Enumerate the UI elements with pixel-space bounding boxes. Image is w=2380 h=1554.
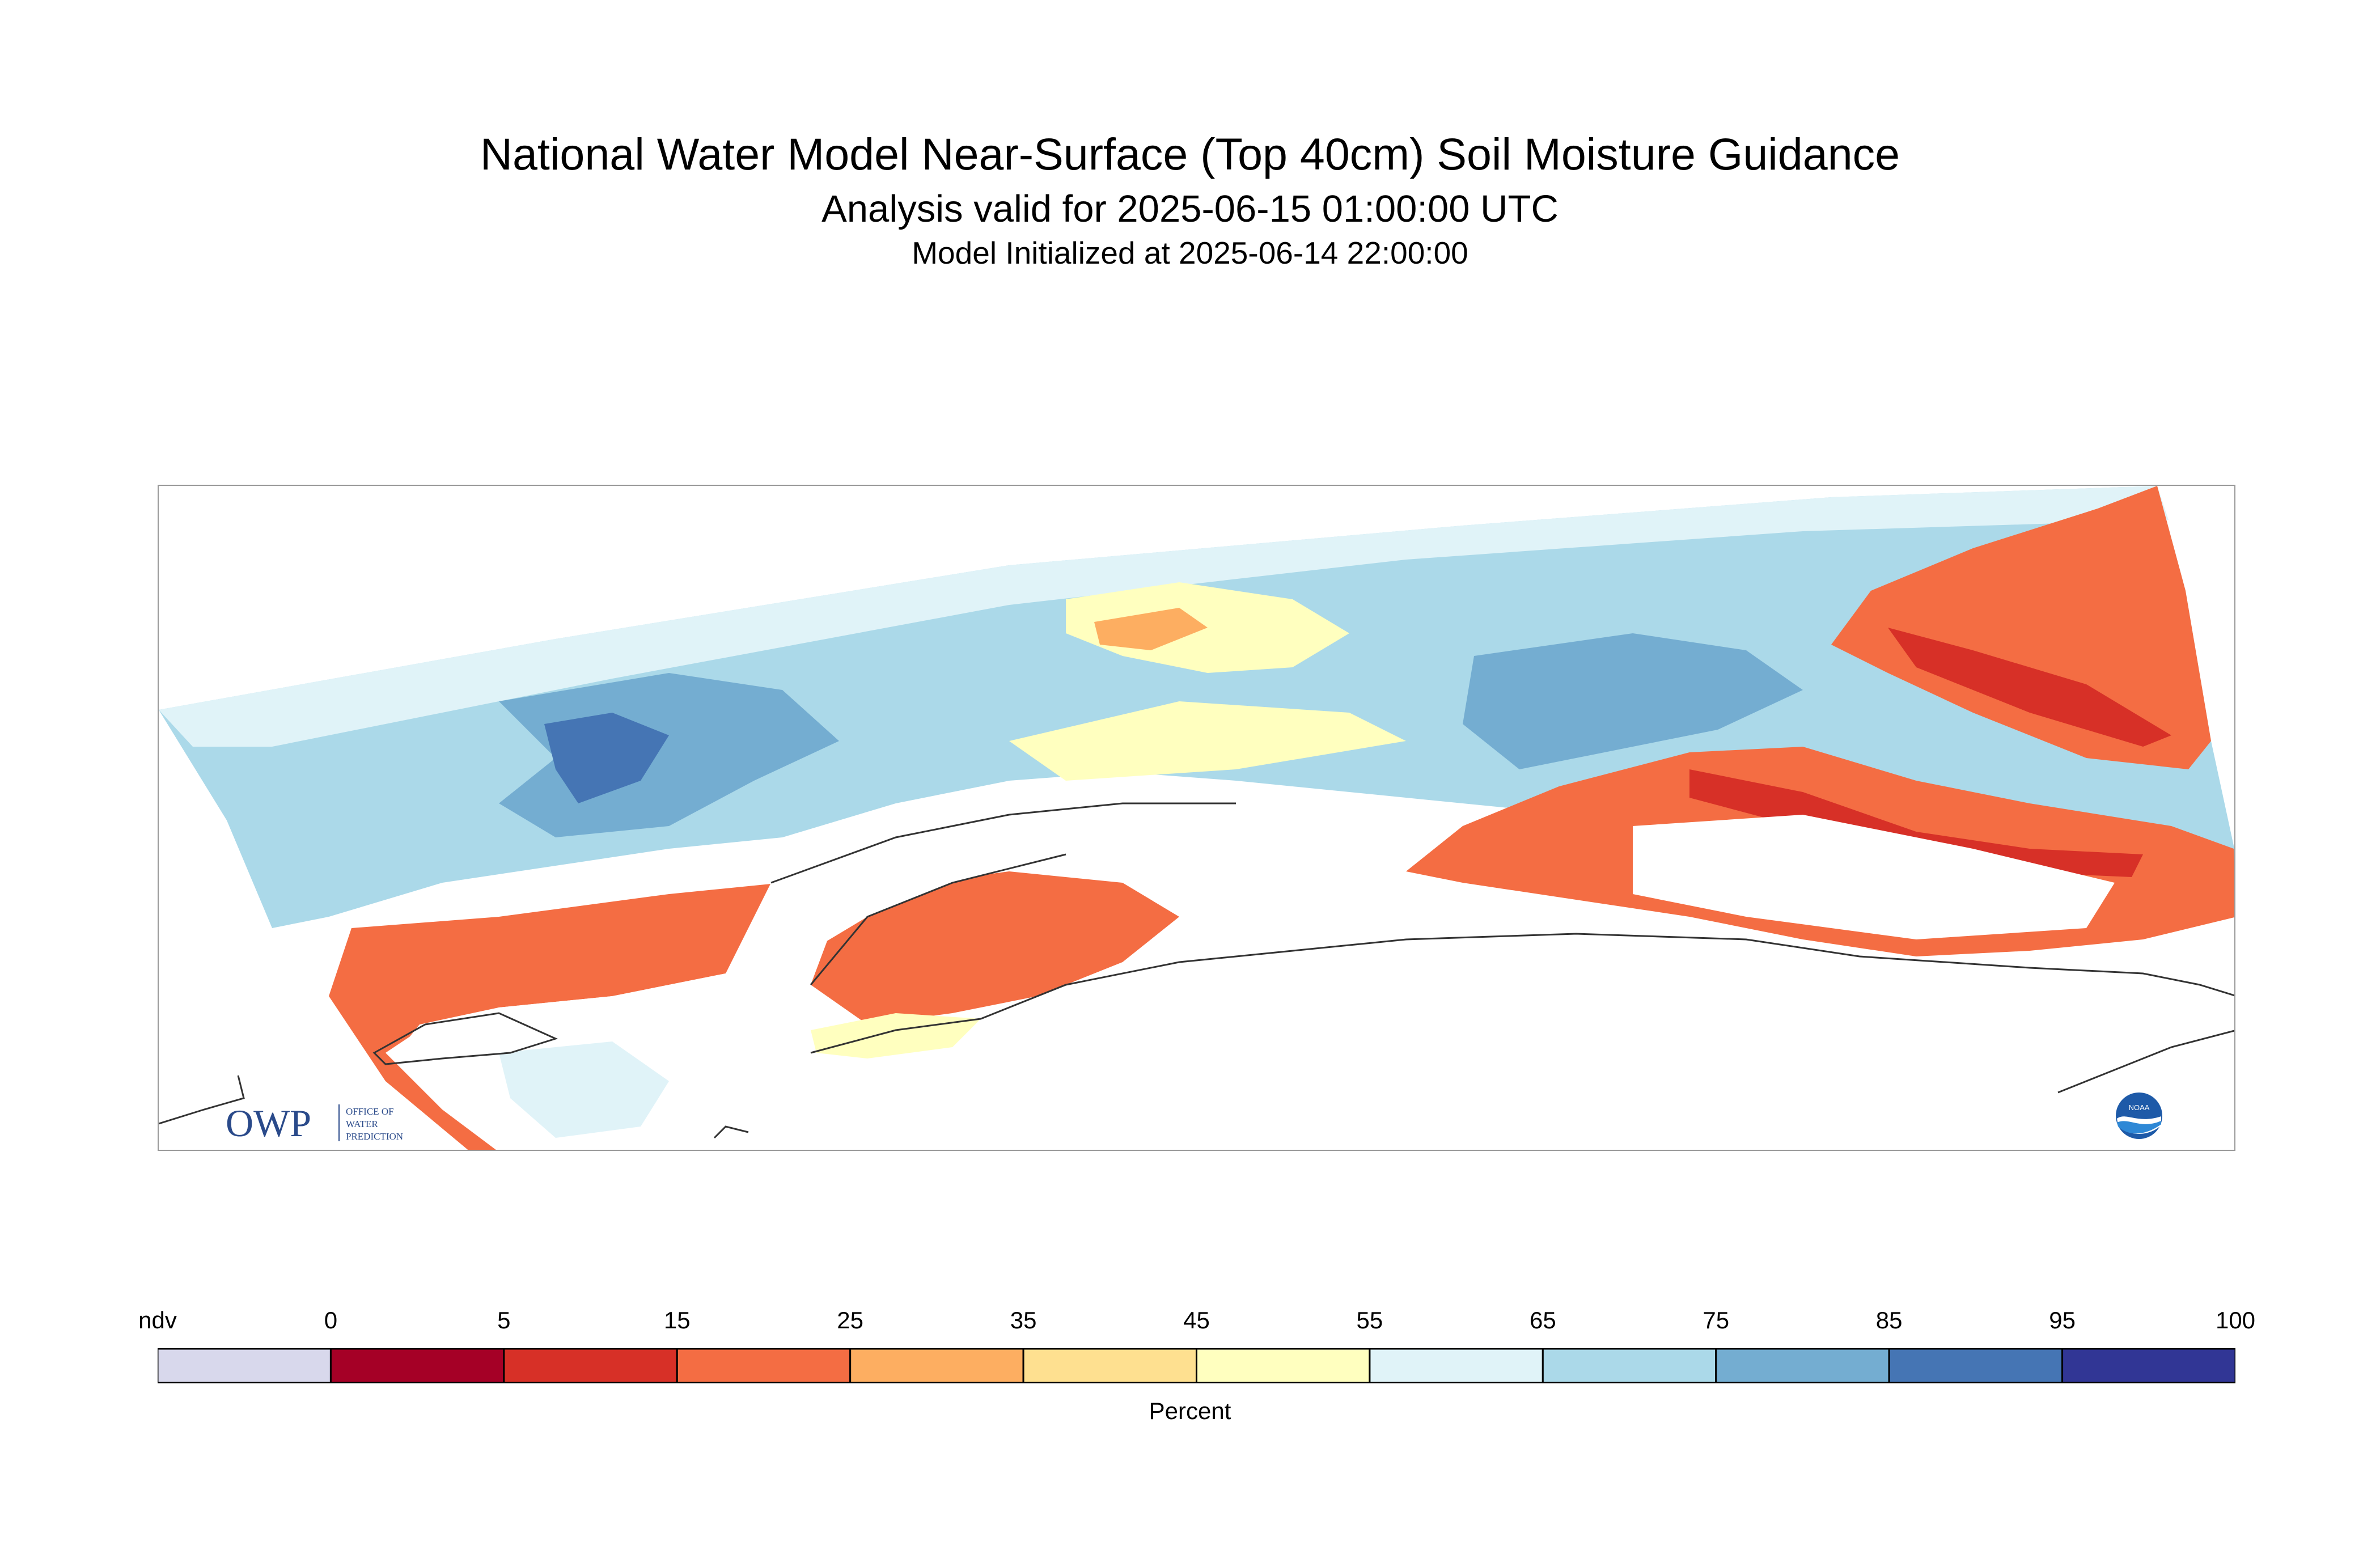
- coastline-inlet: [770, 802, 1236, 985]
- svg-text:NOAA: NOAA: [2129, 1103, 2150, 1112]
- colorbar-tick-label: 35: [1010, 1307, 1037, 1333]
- colorbar-bin-ndv: [158, 1348, 332, 1383]
- south-white-snowfields: [1633, 815, 2115, 939]
- page-title: National Water Model Near-Surface (Top 4…: [480, 129, 1900, 179]
- colorbar-tick-label: 5: [497, 1307, 511, 1333]
- yellow-band-mid: [1009, 701, 1406, 781]
- colorbar-tick-label: 15: [663, 1307, 691, 1333]
- colorbar-tick-label: 25: [837, 1307, 864, 1333]
- coastline-south: [810, 933, 2234, 1054]
- colorbar-tick-label: 100: [2215, 1307, 2256, 1333]
- colorbar-bin-15-25: [676, 1348, 852, 1383]
- colorbar-bin-45-55: [1196, 1348, 1371, 1383]
- owp-logo-mark: OWP: [226, 1102, 311, 1144]
- northeast-red-streaks: [1888, 628, 2171, 747]
- north-pale-band: [159, 486, 2169, 747]
- owp-logo: OWP OFFICE OF WATER PREDICTION: [226, 1102, 403, 1144]
- colorbar-tick-label: 95: [2049, 1307, 2076, 1333]
- valid-time-subtitle: Analysis valid for 2025-06-15 01:00:00 U…: [821, 188, 1559, 230]
- svg-text:PREDICTION: PREDICTION: [346, 1131, 403, 1142]
- colorbar-tick-label: 45: [1183, 1307, 1210, 1333]
- init-time-line: Model Initialized at 2025-06-14 22:00:00: [912, 235, 1468, 270]
- colorbar-bin-35-45: [1022, 1348, 1198, 1383]
- orange-patch-north: [1094, 608, 1208, 650]
- colorbar-bin-25-35: [849, 1348, 1024, 1383]
- coastline-southwest: [159, 1075, 749, 1139]
- colorbar-bin-55-65: [1369, 1348, 1544, 1383]
- cook-inlet-water: [397, 803, 1236, 1053]
- southwest-dry-region: [329, 883, 839, 1150]
- colorbar-tick-label: 65: [1529, 1307, 1556, 1333]
- southern-open-water: [159, 1058, 468, 1150]
- colorbar-units: Percent: [1149, 1398, 1231, 1424]
- svg-text:OFFICE OF: OFFICE OF: [346, 1106, 394, 1117]
- colorbar-bin-95-100: [2061, 1348, 2235, 1383]
- noaa-logo: NOAA: [2116, 1093, 2162, 1139]
- colorbar-tick-label: 0: [324, 1307, 338, 1333]
- map-panel[interactable]: [158, 485, 2235, 1151]
- colorbar-tick-label: 75: [1703, 1307, 1730, 1333]
- svg-text:WATER: WATER: [346, 1119, 378, 1129]
- coastline-west: [372, 1012, 558, 1065]
- deep-blue-east: [1463, 633, 1803, 769]
- colorbar: [158, 1348, 2235, 1383]
- coastline-southeast: [2057, 1030, 2234, 1094]
- colorbar-bin-85-95: [1888, 1348, 2064, 1383]
- dark-blue-ridges: [544, 713, 669, 803]
- south-central-red-axis: [1689, 769, 2143, 877]
- colorbar-tick-label: 85: [1875, 1307, 1903, 1333]
- southwest-pale-patches: [499, 1041, 669, 1138]
- colorbar-bin-65-75: [1542, 1348, 1717, 1383]
- colorbar-tick-label: ndv: [138, 1307, 177, 1333]
- soil-moisture-map: [159, 486, 2234, 1150]
- colorbar-bin-5-15: [503, 1348, 678, 1383]
- peninsula-pale-edge: [811, 1013, 981, 1058]
- colorbar-bin-75-85: [1715, 1348, 1890, 1383]
- peninsula-dry-region: [811, 871, 1179, 1024]
- colorbar-bin-0-5: [329, 1348, 505, 1383]
- colorbar-tick-label: 55: [1356, 1307, 1383, 1333]
- northeast-dry-region: [1831, 486, 2211, 769]
